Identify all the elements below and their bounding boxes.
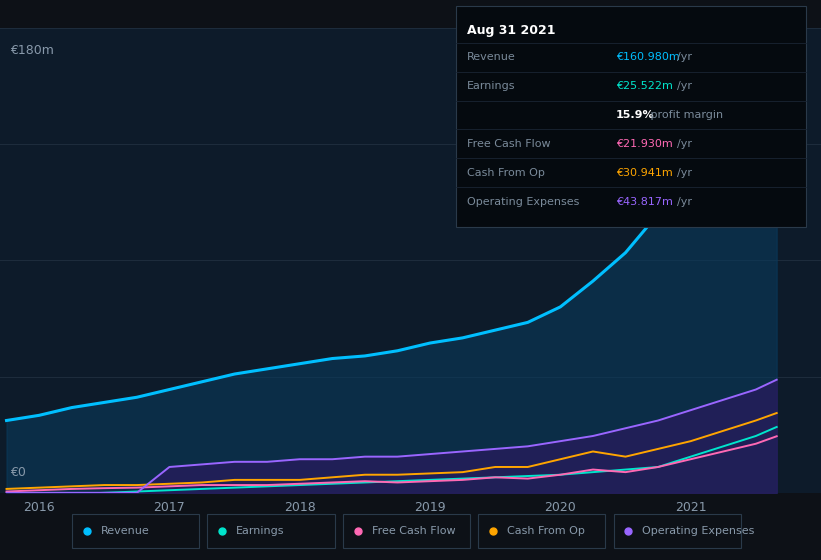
FancyBboxPatch shape xyxy=(478,514,606,548)
Text: €30.941m: €30.941m xyxy=(616,168,672,178)
Text: Cash From Op: Cash From Op xyxy=(467,168,545,178)
Text: /yr: /yr xyxy=(677,81,692,91)
Text: €160.980m: €160.980m xyxy=(616,52,680,62)
Text: Aug 31 2021: Aug 31 2021 xyxy=(467,24,556,37)
Text: Revenue: Revenue xyxy=(100,526,149,536)
Text: Revenue: Revenue xyxy=(467,52,516,62)
Text: Earnings: Earnings xyxy=(236,526,285,536)
Text: Free Cash Flow: Free Cash Flow xyxy=(467,139,551,149)
Text: /yr: /yr xyxy=(677,139,692,149)
Text: Operating Expenses: Operating Expenses xyxy=(467,197,580,207)
Text: 15.9%: 15.9% xyxy=(616,110,654,120)
Text: /yr: /yr xyxy=(677,168,692,178)
Text: €43.817m: €43.817m xyxy=(616,197,672,207)
Text: €180m: €180m xyxy=(10,44,53,57)
FancyBboxPatch shape xyxy=(71,514,199,548)
Text: /yr: /yr xyxy=(677,52,692,62)
Text: Earnings: Earnings xyxy=(467,81,516,91)
Text: €25.522m: €25.522m xyxy=(616,81,672,91)
FancyBboxPatch shape xyxy=(343,514,470,548)
Text: Cash From Op: Cash From Op xyxy=(507,526,585,536)
FancyBboxPatch shape xyxy=(207,514,335,548)
FancyBboxPatch shape xyxy=(614,514,741,548)
Text: Free Cash Flow: Free Cash Flow xyxy=(372,526,455,536)
Text: /yr: /yr xyxy=(677,197,692,207)
Text: profit margin: profit margin xyxy=(647,110,723,120)
Text: Operating Expenses: Operating Expenses xyxy=(643,526,754,536)
Text: €21.930m: €21.930m xyxy=(616,139,672,149)
Text: €0: €0 xyxy=(10,466,25,479)
